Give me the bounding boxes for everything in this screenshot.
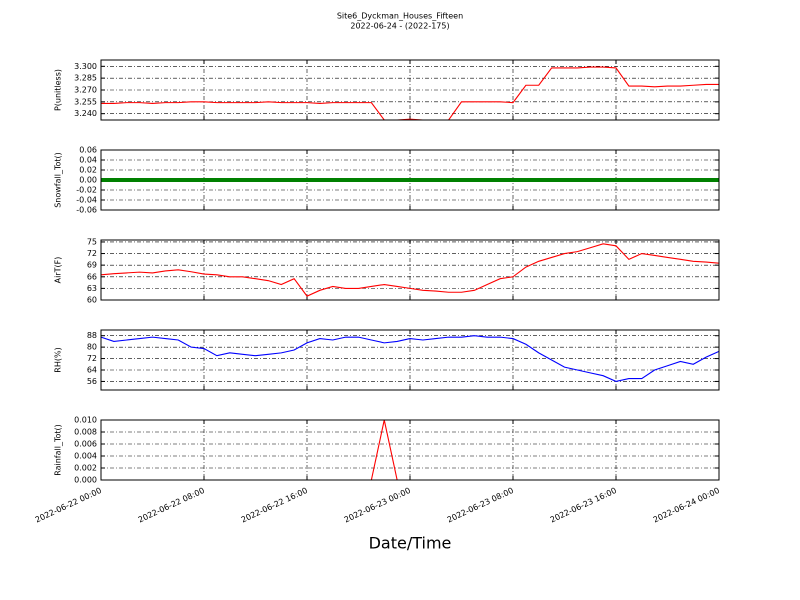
y-tick-label: 63 (87, 284, 97, 293)
y-axis-label: RH(%) (54, 347, 63, 372)
axes-frame (100, 419, 720, 481)
y-tick-label: 0.010 (74, 416, 97, 425)
y-tick-label: 3.270 (74, 86, 97, 95)
y-tick-label: 0.04 (79, 156, 97, 165)
y-tick-label: 80 (87, 343, 97, 352)
y-tick-label: 0.002 (74, 464, 97, 473)
y-tick-label: -0.06 (76, 206, 97, 215)
y-tick-label: 64 (87, 366, 97, 375)
chart-title: Site6_Dyckman_Houses_Fifteen (337, 12, 463, 21)
y-tick-label: 0.06 (79, 146, 97, 155)
y-tick-label: 0.004 (74, 452, 97, 461)
y-tick-label: 3.300 (74, 62, 97, 71)
y-tick-label: 0.000 (74, 476, 97, 485)
y-tick-label: 3.240 (74, 109, 97, 118)
y-tick-label: 72 (87, 354, 97, 363)
y-axis-label: Snowfall_Tot() (54, 152, 63, 208)
y-tick-label: 3.285 (74, 74, 97, 83)
y-tick-label: 88 (87, 331, 97, 340)
x-axis-label: Date/Time (369, 534, 452, 553)
y-tick-label: 69 (87, 261, 97, 270)
y-tick-label: 75 (87, 237, 97, 246)
y-tick-label: 0.02 (79, 166, 97, 175)
y-tick-label: 0.006 (74, 440, 97, 449)
series-line (100, 335, 720, 383)
chart-subtitle: 2022-06-24 - (2022-175) (350, 22, 449, 31)
y-tick-label: 0.008 (74, 428, 97, 437)
series-line (101, 66, 719, 121)
axes-frame (100, 59, 720, 121)
y-tick-label: 0.00 (79, 176, 97, 185)
y-tick-label: -0.02 (76, 186, 97, 195)
axes-frame (100, 329, 720, 391)
y-axis-label: Rainfall_Tot() (54, 424, 63, 476)
y-axis-label: P(unitless) (54, 69, 63, 111)
y-tick-label: 60 (87, 296, 97, 305)
y-tick-label: -0.04 (76, 196, 97, 205)
axes-frame (100, 239, 720, 301)
y-tick-label: 3.255 (74, 97, 97, 106)
y-tick-label: 66 (87, 272, 97, 281)
axes-frame (100, 149, 720, 211)
series-line (100, 243, 720, 297)
y-tick-label: 56 (87, 377, 97, 386)
y-axis-label: AirT(F) (54, 257, 63, 284)
y-tick-label: 72 (87, 249, 97, 258)
